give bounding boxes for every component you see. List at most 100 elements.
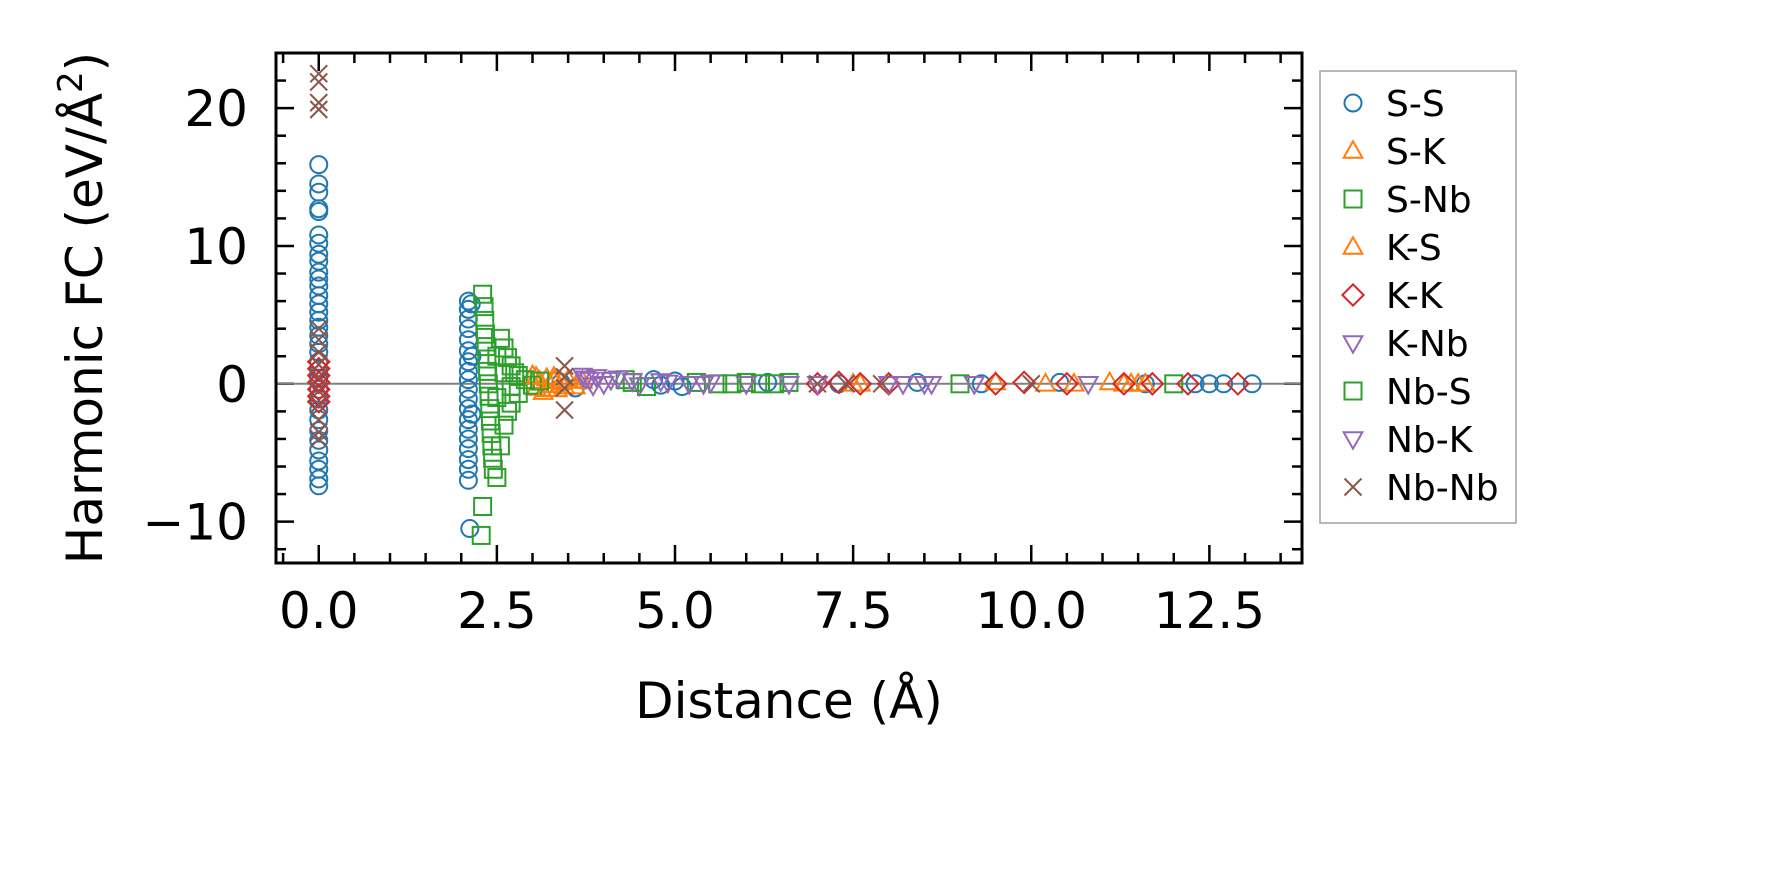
- data-point: [848, 371, 873, 396]
- series-k-nb: [571, 367, 1100, 397]
- data-point: [1242, 374, 1262, 394]
- data-point: [494, 363, 514, 383]
- data-point: [571, 367, 594, 388]
- data-point: [477, 349, 497, 369]
- data-point: [735, 376, 758, 396]
- data-point: [555, 400, 574, 420]
- data-point: [458, 370, 478, 390]
- data-point: [574, 370, 597, 391]
- data-point: [672, 377, 692, 397]
- legend-entry: K-Nb: [1341, 324, 1469, 365]
- data-point: [487, 388, 507, 408]
- data-point: [542, 369, 565, 389]
- data-point: [1111, 371, 1136, 396]
- y-tick-label: 0: [216, 356, 248, 414]
- data-point: [606, 370, 630, 391]
- data-point: [309, 422, 328, 442]
- legend-label: Nb-S: [1386, 372, 1472, 413]
- legend-marker: [1343, 93, 1363, 113]
- x-tick-label: 12.5: [1154, 582, 1265, 640]
- data-point: [501, 377, 521, 397]
- legend-label: S-K: [1386, 132, 1447, 173]
- data-point: [309, 64, 328, 83]
- data-point: [553, 374, 576, 395]
- data-point: [779, 372, 799, 392]
- data-point: [515, 370, 535, 390]
- data-point: [309, 100, 328, 119]
- data-point: [1112, 372, 1135, 392]
- data-point: [309, 72, 328, 92]
- data-point: [306, 384, 331, 409]
- data-point: [736, 372, 756, 392]
- data-point: [849, 372, 872, 392]
- data-point: [777, 376, 801, 396]
- data-point: [656, 374, 679, 395]
- legend-entry: S-Nb: [1343, 180, 1472, 221]
- data-point: [309, 262, 329, 282]
- data-point: [649, 373, 672, 393]
- data-point: [872, 374, 891, 394]
- legend-marker: [1343, 477, 1363, 497]
- legend-entry: K-K: [1340, 276, 1444, 317]
- legend-entry: K-S: [1341, 228, 1442, 269]
- data-point: [309, 476, 329, 496]
- data-point: [458, 470, 478, 490]
- data-point: [571, 369, 594, 389]
- y-tick-label: 20: [184, 80, 248, 138]
- data-point: [1164, 374, 1184, 394]
- x-tick-label: 7.5: [813, 582, 893, 640]
- data-point: [692, 376, 715, 396]
- data-point: [722, 374, 742, 394]
- data-point: [530, 371, 550, 391]
- data-point: [808, 374, 827, 394]
- data-point: [1012, 370, 1037, 395]
- data-point: [309, 93, 328, 112]
- data-point: [306, 370, 331, 395]
- data-point: [475, 310, 495, 330]
- data-point: [826, 370, 851, 395]
- y-axis-label-superscript: 2: [51, 71, 91, 93]
- data-point: [963, 376, 986, 396]
- legend-entry: Nb-K: [1341, 420, 1474, 461]
- data-point: [458, 450, 478, 470]
- data-point: [1199, 374, 1219, 394]
- data-point: [473, 496, 493, 516]
- data-point: [309, 381, 328, 400]
- legend-marker: [1340, 282, 1366, 308]
- data-point: [309, 440, 329, 460]
- legend-entry: S-S: [1343, 84, 1445, 125]
- data-point: [1022, 374, 1041, 394]
- data-point: [474, 297, 494, 317]
- data-point: [891, 376, 915, 396]
- data-point: [458, 459, 478, 479]
- data-point: [309, 469, 329, 489]
- legend-marker: [1341, 335, 1365, 355]
- legend-marker: [1341, 431, 1365, 451]
- y-axis-label-close: ): [56, 52, 114, 72]
- x-tick-labels: 0.0 2.5 5.0 7.5 10.0 12.5: [279, 582, 1265, 640]
- data-point: [621, 373, 644, 393]
- data-point: [836, 374, 856, 394]
- data-point: [309, 379, 329, 399]
- data-point: [1214, 374, 1234, 394]
- data-point: [1175, 371, 1201, 396]
- y-tick-labels: −10 0 10 20: [142, 80, 248, 552]
- series-nb-s: [487, 346, 785, 408]
- x-axis-label: Distance (Å): [635, 672, 943, 730]
- legend-label: Nb-Nb: [1386, 468, 1499, 509]
- data-point: [309, 429, 328, 449]
- legend-label: S-S: [1386, 84, 1445, 125]
- data-point: [523, 375, 542, 395]
- x-tick-label: 0.0: [279, 582, 359, 640]
- data-point: [984, 370, 1007, 391]
- legend-entry: S-K: [1341, 132, 1447, 173]
- data-point: [806, 376, 829, 396]
- data-point: [461, 294, 481, 314]
- data-point: [1140, 371, 1165, 396]
- legend-label: S-Nb: [1386, 180, 1472, 221]
- y-axis-label-main: Harmonic FC (eV/Å: [56, 93, 114, 564]
- data-point: [494, 415, 514, 435]
- series-k-s: [525, 365, 1150, 398]
- data-point: [460, 519, 480, 539]
